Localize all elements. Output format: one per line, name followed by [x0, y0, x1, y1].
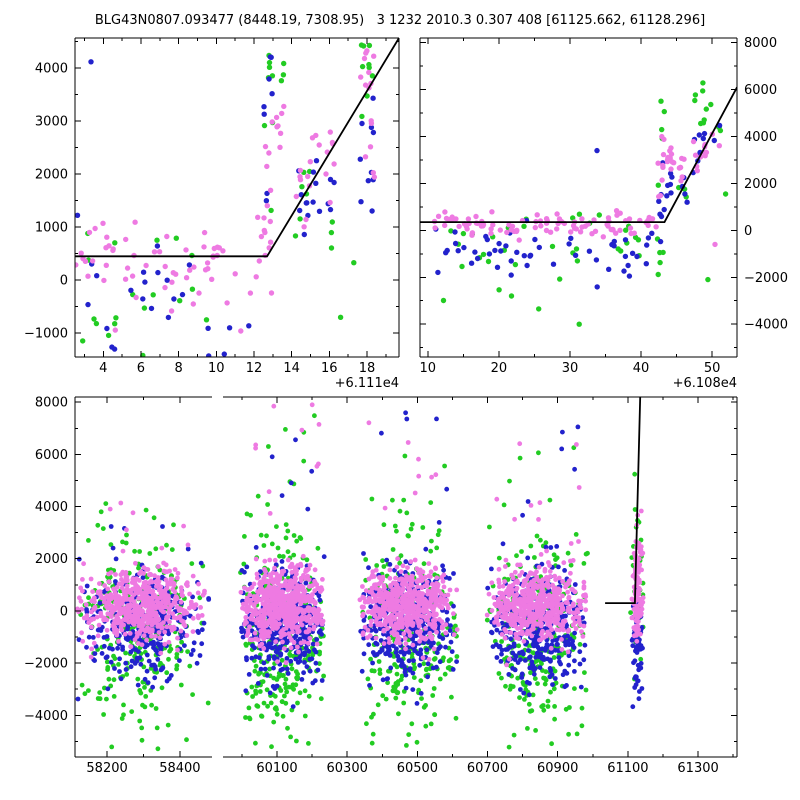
y-tick-label: 0 — [60, 274, 68, 289]
scatter-layer-blue — [75, 54, 377, 357]
y-tick-label: 2000 — [744, 177, 777, 192]
outlier-point — [705, 276, 711, 283]
outlier-point — [88, 59, 94, 65]
axes-frame-bottom-left — [74, 396, 212, 758]
x-tick-label: 6 — [137, 361, 145, 376]
x-tick-label: 60300 — [327, 761, 368, 776]
scatter-layer-violet — [75, 500, 207, 660]
scatter-layer-green — [80, 42, 376, 344]
y-tick-label: 0 — [60, 604, 68, 619]
scatter-layer-violet — [75, 48, 378, 333]
y-tick-label: −4000 — [24, 709, 68, 724]
scatter-layer-violet — [238, 402, 646, 668]
x-tick-label: 60100 — [256, 761, 297, 776]
plot-panel-top-right: 10 20 30 40 50 −4000 −2000 0 2000 4000 6000 8000 +6.… — [419, 36, 788, 391]
y-tick-label: 4000 — [744, 130, 777, 145]
x-tick-label: 58400 — [159, 761, 200, 776]
y-tick-label: 4000 — [35, 500, 68, 515]
y-tick-label: −2000 — [24, 657, 68, 672]
y-tick-label: 1000 — [35, 221, 68, 236]
y-tick-label: 8000 — [35, 396, 68, 411]
x-tick-label: 4 — [99, 361, 107, 376]
y-tick-label: 6000 — [744, 83, 777, 98]
data-area-bottom-right — [238, 397, 646, 750]
tick-labels-top-left: 4 6 8 10 12 14 16 18 −1000 0 1000 2000 3000 4000 +6.11… — [24, 62, 399, 391]
y-tick-label: 8000 — [744, 36, 777, 51]
model-line — [420, 86, 737, 224]
plot-panel-bottom-left: 58200 58400 −4000 −2000 0 2000 4000 6000 8000 — [24, 396, 212, 776]
y-tick-label: −1000 — [24, 327, 68, 342]
y-tick-label: 3000 — [35, 115, 68, 130]
x-tick-label: 60500 — [397, 761, 438, 776]
x-tick-label: 8 — [174, 361, 182, 376]
plot-panel-bottom-right: 60100 60300 60500 60700 60900 61100 61300 — [223, 396, 738, 776]
data-area-top-right — [420, 80, 737, 327]
outlier-point — [337, 314, 344, 320]
outlier-point — [712, 241, 718, 248]
x-tick-label: 30 — [562, 361, 579, 376]
x-tick-label: 50 — [704, 361, 721, 376]
x-tick-label: 18 — [359, 361, 376, 376]
axis-offset-label: +6.111e4 — [335, 376, 399, 391]
x-tick-label: 14 — [283, 361, 300, 376]
data-area-top-left — [75, 38, 399, 357]
y-tick-label: 0 — [744, 224, 752, 239]
axes-frame-bottom-right — [223, 396, 738, 758]
model-line — [605, 397, 642, 604]
figure-title: BLG43N0807.093477 (8448.19, 7308.95) 3 1… — [94, 13, 706, 28]
model-line — [75, 38, 399, 258]
x-tick-label: 60700 — [467, 761, 508, 776]
tick-labels-bottom-right: 60100 60300 60500 60700 60900 61100 61300 — [256, 761, 718, 776]
x-tick-label: 40 — [633, 361, 650, 376]
x-tick-label: 61100 — [607, 761, 648, 776]
y-tick-label: 2000 — [35, 168, 68, 183]
axis-offset-label: +6.108e4 — [673, 376, 737, 391]
x-tick-label: 10 — [208, 361, 225, 376]
x-tick-label: 20 — [491, 361, 508, 376]
y-tick-label: −2000 — [744, 271, 788, 286]
axes-frame-top-left — [74, 37, 400, 358]
data-area-bottom-left — [75, 500, 212, 752]
x-tick-label: 16 — [321, 361, 338, 376]
y-tick-label: 4000 — [35, 62, 68, 77]
outlier-point — [351, 260, 357, 266]
outlier-point — [576, 321, 582, 327]
x-tick-label: 61300 — [677, 761, 718, 776]
y-tick-label: 2000 — [35, 552, 68, 567]
outlier-point — [206, 353, 212, 357]
scatter-layer-blue — [239, 410, 645, 710]
outlier-point — [722, 191, 729, 197]
y-tick-label: 6000 — [35, 448, 68, 463]
tick-labels-bottom-left: 58200 58400 −4000 −2000 0 2000 4000 6000 8000 — [24, 396, 201, 776]
x-tick-label: 10 — [420, 361, 437, 376]
x-tick-label: 60900 — [537, 761, 578, 776]
outlier-point — [111, 346, 118, 352]
tick-labels-top-right: 10 20 30 40 50 −4000 −2000 0 2000 4000 6000 8000 +6.… — [420, 36, 788, 391]
outlier-point — [594, 147, 600, 154]
x-tick-label: 58200 — [86, 761, 127, 776]
outlier-point — [238, 328, 244, 334]
outlier-point — [140, 352, 146, 357]
outlier-point — [536, 306, 542, 312]
plot-panel-top-left: 4 6 8 10 12 14 16 18 −1000 0 1000 2000 3000 4000 +6.11… — [24, 37, 400, 391]
y-tick-label: −4000 — [744, 318, 788, 333]
axes-frame-top-right — [419, 37, 738, 358]
x-tick-label: 12 — [246, 361, 263, 376]
scatter-layer-blue — [433, 122, 723, 290]
